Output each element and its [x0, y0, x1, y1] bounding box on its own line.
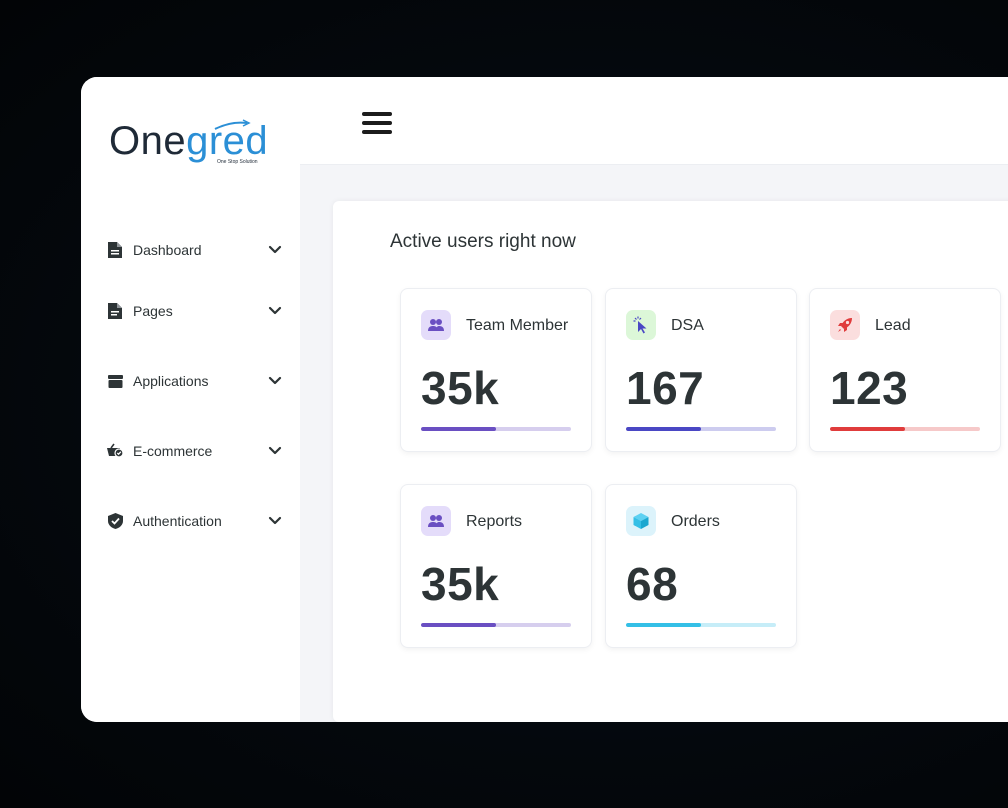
card-value: 167	[626, 362, 705, 414]
sidebar-item-dashboard[interactable]: Dashboard	[106, 238, 282, 262]
card-label: Team Member	[466, 317, 569, 334]
sidebar-item-label: Dashboard	[133, 242, 202, 258]
progress-bar-fill	[421, 427, 496, 431]
progress-bar	[830, 427, 980, 431]
progress-bar-fill	[626, 427, 701, 431]
progress-bar	[626, 623, 776, 627]
page-icon	[106, 302, 124, 320]
progress-bar	[421, 623, 571, 627]
stat-card-orders[interactable]: Orders 68	[605, 484, 797, 648]
sidebar-item-label: Pages	[133, 303, 173, 319]
progress-bar-fill	[830, 427, 905, 431]
active-users-panel: Active users right now Team Member 35k D…	[333, 201, 1008, 722]
logo-part-one: One	[109, 119, 187, 163]
chevron-down-icon[interactable]	[268, 243, 282, 257]
progress-bar	[421, 427, 571, 431]
card-label: Orders	[671, 513, 720, 530]
sidebar-item-label: Applications	[133, 373, 209, 389]
stat-card-lead[interactable]: Lead 123	[809, 288, 1001, 452]
card-value: 35k	[421, 558, 500, 610]
logo-tagline: One Stop Solution	[217, 159, 258, 165]
sidebar-item-ecommerce[interactable]: E-commerce	[106, 439, 282, 463]
cursor-click-icon	[626, 310, 656, 340]
stat-card-team-member[interactable]: Team Member 35k	[400, 288, 592, 452]
card-value: 35k	[421, 362, 500, 414]
sidebar-item-label: Authentication	[133, 513, 222, 529]
progress-bar-fill	[421, 623, 496, 627]
chevron-down-icon[interactable]	[268, 514, 282, 528]
shopping-basket-icon	[106, 442, 124, 460]
card-label: Lead	[875, 317, 911, 334]
sidebar-item-applications[interactable]: Applications	[106, 369, 282, 393]
document-icon	[106, 241, 124, 259]
logo-wordmark: Onegred	[109, 117, 268, 165]
progress-bar-fill	[626, 623, 701, 627]
sidebar-item-authentication[interactable]: Authentication	[106, 509, 282, 533]
users-icon	[421, 506, 451, 536]
chevron-down-icon[interactable]	[268, 374, 282, 388]
panel-title: Active users right now	[390, 231, 576, 252]
stat-card-reports[interactable]: Reports 35k	[400, 484, 592, 648]
card-value: 68	[626, 558, 679, 610]
shield-check-icon	[106, 512, 124, 530]
hamburger-menu-icon[interactable]	[362, 112, 392, 136]
sidebar: Onegred One Stop Solution Dashboard	[81, 77, 300, 722]
folder-icon	[106, 372, 124, 390]
card-label: DSA	[671, 317, 704, 334]
app-window: Onegred One Stop Solution Dashboard	[81, 77, 1008, 722]
chevron-down-icon[interactable]	[268, 444, 282, 458]
stat-card-dsa[interactable]: DSA 167	[605, 288, 797, 452]
chevron-down-icon[interactable]	[268, 304, 282, 318]
card-label: Reports	[466, 513, 523, 530]
logo-swoosh-icon	[214, 119, 251, 130]
box-icon	[626, 506, 656, 536]
sidebar-item-label: E-commerce	[133, 443, 213, 459]
top-bar	[300, 77, 1008, 165]
users-icon	[421, 310, 451, 340]
logo-part-two: gred	[186, 119, 269, 163]
card-value: 123	[830, 362, 909, 414]
progress-bar	[626, 427, 776, 431]
sidebar-item-pages[interactable]: Pages	[106, 299, 282, 323]
logo[interactable]: Onegred One Stop Solution	[109, 117, 269, 169]
rocket-icon	[830, 310, 860, 340]
